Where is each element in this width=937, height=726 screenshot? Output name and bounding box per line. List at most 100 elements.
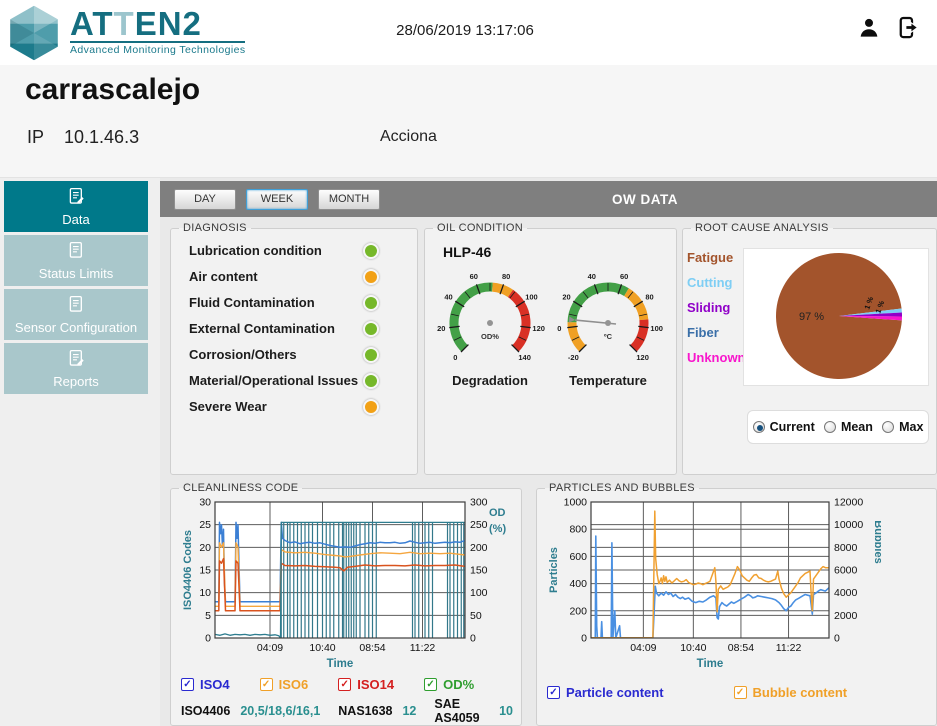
- checkbox-icon: ✓: [547, 686, 560, 699]
- svg-text:300: 300: [470, 497, 488, 509]
- particles-legend: ✓ Particle content ✓ Bubble content: [547, 685, 928, 700]
- legend-checkbox-particle-content[interactable]: ✓ Particle content: [547, 685, 664, 700]
- root-cause-legend-fatigue: Fatigue: [687, 250, 734, 265]
- svg-text:8000: 8000: [834, 542, 858, 554]
- mode-label: Max: [899, 420, 924, 434]
- range-button-day[interactable]: DAY: [174, 188, 236, 210]
- svg-text:10000: 10000: [834, 519, 863, 531]
- site-header: carrascalejo IP 10.1.46.3 Acciona: [0, 65, 937, 178]
- checkbox-icon: ✓: [338, 678, 352, 691]
- mode-label: Current: [769, 420, 815, 434]
- legend-label: ISO6: [278, 677, 309, 692]
- svg-text:Time: Time: [697, 658, 724, 670]
- svg-text:0: 0: [470, 633, 476, 645]
- svg-text:0: 0: [557, 324, 561, 333]
- svg-text:Time: Time: [327, 658, 354, 670]
- sidebar-item-status-limits[interactable]: Status Limits: [4, 235, 148, 286]
- svg-text:250: 250: [470, 519, 488, 531]
- svg-text:20: 20: [199, 542, 211, 554]
- legend-checkbox-iso14[interactable]: ✓ ISO14: [338, 677, 394, 692]
- mode-option-current[interactable]: Current: [752, 420, 815, 434]
- root-cause-legend-fiber: Fiber: [687, 325, 719, 340]
- diagnosis-label: Material/Operational Issues: [189, 373, 359, 388]
- logout-icon[interactable]: [894, 14, 921, 41]
- mode-option-max[interactable]: Max: [882, 420, 923, 434]
- svg-text:20: 20: [562, 292, 570, 301]
- svg-text:10:40: 10:40: [309, 642, 335, 654]
- status-led-green: [363, 346, 379, 363]
- svg-text:ISO4406 Codes: ISO4406 Codes: [182, 530, 194, 610]
- checkbox-icon: ✓: [259, 678, 273, 691]
- radio-icon: [752, 421, 765, 433]
- svg-text:12000: 12000: [834, 497, 863, 509]
- legend-checkbox-iso6[interactable]: ✓ ISO6: [259, 677, 309, 692]
- root-cause-legend-sliding: Sliding: [687, 300, 731, 315]
- sidebar-item-data[interactable]: Data: [4, 181, 148, 232]
- status-led-green: [363, 294, 379, 311]
- legend-label: ISO14: [357, 677, 395, 692]
- cleanliness-panel: CLEANLINESS CODE 0 5 10 15 20 25 30 0 50 100 150 20…: [170, 482, 522, 726]
- code-label-nas1638: NAS1638: [338, 704, 393, 718]
- document-icon: [66, 240, 87, 266]
- svg-text:40: 40: [444, 292, 452, 301]
- logo-subtitle: Advanced Monitoring Technologies: [70, 41, 246, 56]
- particles-chart: 0200400600800100002000400060008000100001…: [548, 497, 884, 671]
- radio-icon: [882, 421, 895, 433]
- gauge-name: Degradation: [452, 373, 528, 388]
- content-area: DAY WEEK MONTH OW DATA DIAGNOSIS Lubricati…: [160, 178, 937, 726]
- svg-text:600: 600: [569, 551, 587, 563]
- code-label-sae-as4059: SAE AS4059: [434, 697, 480, 725]
- svg-text:50: 50: [470, 610, 482, 622]
- range-button-month[interactable]: MONTH: [318, 188, 380, 210]
- svg-text:08:54: 08:54: [728, 642, 754, 654]
- sidebar-item-reports[interactable]: Reports: [4, 343, 148, 394]
- svg-text:80: 80: [645, 292, 653, 301]
- svg-text:120: 120: [532, 324, 545, 333]
- legend-checkbox-iso4[interactable]: ✓ ISO4: [181, 677, 230, 692]
- radio-icon: [823, 421, 836, 433]
- svg-text:20: 20: [437, 324, 445, 333]
- degradation-gauge: 0 20 40 60 80 100 120 140 OD% Degradation: [429, 270, 551, 388]
- svg-text:6000: 6000: [834, 565, 858, 577]
- root-cause-legend: Fatigue Cutting Sliding Fiber Unknown: [687, 250, 746, 375]
- user-icon[interactable]: [856, 15, 882, 41]
- legend-label: Particle content: [566, 685, 664, 700]
- svg-text:10: 10: [199, 587, 211, 599]
- root-cause-pie-chart: 97 % 1 %1 %: [776, 253, 902, 379]
- svg-text:97 %: 97 %: [799, 311, 824, 323]
- sidebar-item-label: Data: [62, 212, 90, 227]
- legend-label: OD%: [443, 677, 475, 692]
- legend-checkbox-bubble-content[interactable]: ✓ Bubble content: [733, 685, 847, 700]
- svg-text:-20: -20: [568, 353, 579, 362]
- sidebar-item-label: Status Limits: [38, 266, 114, 281]
- svg-text:04:09: 04:09: [630, 642, 656, 654]
- svg-text:0: 0: [205, 633, 211, 645]
- diagnosis-label: Lubrication condition: [189, 243, 322, 258]
- document-icon: [66, 294, 87, 320]
- sidebar-item-label: Sensor Configuration: [14, 320, 138, 335]
- range-buttons: DAY WEEK MONTH: [174, 188, 380, 210]
- mode-option-mean[interactable]: Mean: [823, 420, 873, 434]
- oil-condition-panel: OIL CONDITION HLP-46 0 20 40 60 80 100 120 140 O…: [424, 222, 677, 475]
- svg-text:120: 120: [636, 353, 649, 362]
- svg-text:10:40: 10:40: [680, 642, 706, 654]
- svg-text:4000: 4000: [834, 587, 858, 599]
- diagnosis-row: Fluid Contamination: [189, 291, 379, 314]
- legend-checkbox-od-[interactable]: ✓ OD%: [424, 677, 474, 692]
- root-cause-legend-unknown: Unknown: [687, 350, 746, 365]
- diagnosis-row: Corrosion/Others: [189, 343, 379, 366]
- svg-text:(%): (%): [489, 523, 506, 535]
- ip-label: IP: [27, 127, 45, 147]
- svg-text:Particles: Particles: [548, 547, 560, 593]
- svg-text:1 %: 1 %: [873, 299, 886, 315]
- root-cause-panel: ROOT CAUSE ANALYSIS Fatigue Cutting Slidin…: [682, 222, 937, 475]
- range-button-week[interactable]: WEEK: [246, 188, 308, 210]
- diagnosis-label: Fluid Contamination: [189, 295, 315, 310]
- svg-text:OD: OD: [489, 507, 506, 519]
- svg-text:ºC: ºC: [604, 332, 613, 341]
- sidebar-item-sensor-configuration[interactable]: Sensor Configuration: [4, 289, 148, 340]
- svg-text:5: 5: [205, 610, 211, 622]
- svg-text:08:54: 08:54: [359, 642, 385, 654]
- svg-text:1000: 1000: [564, 497, 588, 509]
